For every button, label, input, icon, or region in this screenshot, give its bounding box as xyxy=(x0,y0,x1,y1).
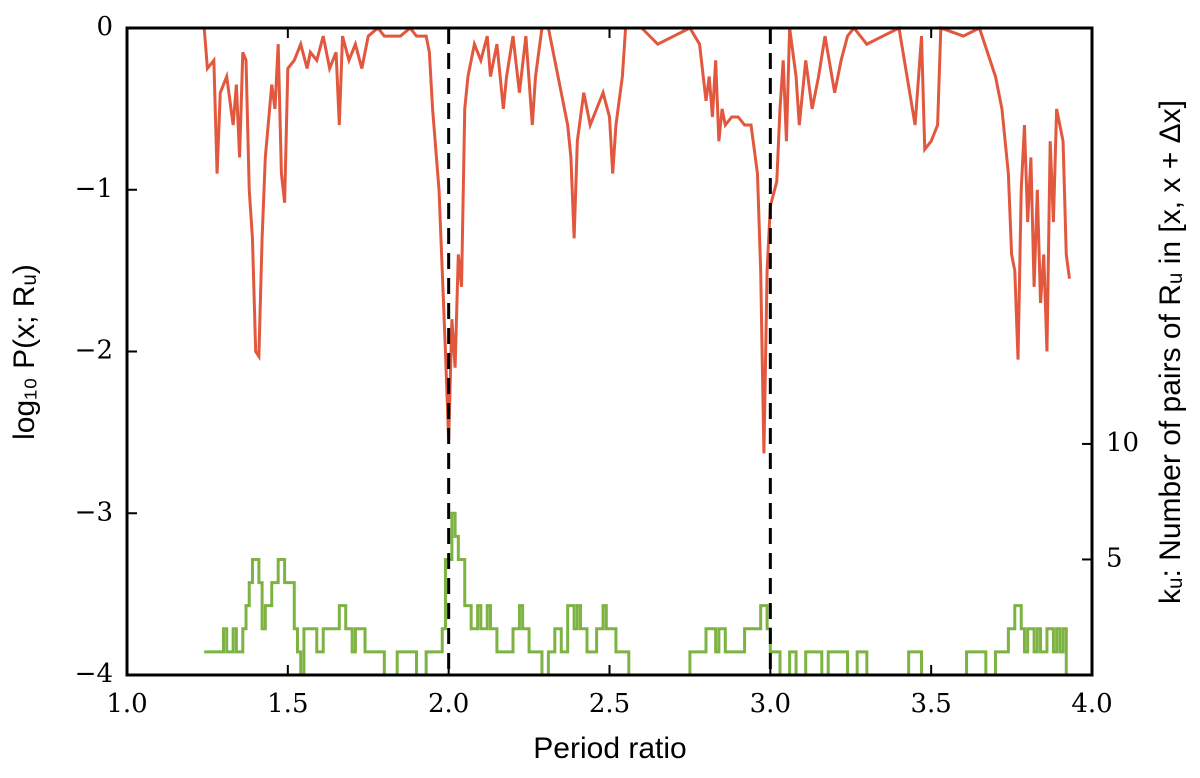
plot-frame xyxy=(125,26,1094,677)
x-tick-label: 2.0 xyxy=(428,689,469,719)
y-tick-label: −2 xyxy=(75,336,113,366)
x-tick-label: 4.0 xyxy=(1071,689,1112,719)
y-tick-label: −3 xyxy=(75,497,113,527)
y-tick-label: 0 xyxy=(96,12,113,42)
x-tick-label: 3.0 xyxy=(750,689,791,719)
data-line xyxy=(204,511,1068,675)
x-tick-label: 3.5 xyxy=(910,689,951,719)
y-tick-label: −1 xyxy=(75,174,113,204)
x-axis-label: Period ratio xyxy=(533,732,686,765)
x-tick-label: 1.0 xyxy=(106,689,147,719)
x-tick-label: 2.5 xyxy=(589,689,630,719)
y2-tick-label: 10 xyxy=(1106,428,1139,458)
y-tick-label: −4 xyxy=(75,659,113,689)
data-line xyxy=(202,26,1071,454)
y2-axis-label: kᵤ: Number of pairs of Rᵤ in [x, x + Δx] xyxy=(1154,100,1187,604)
y2-tick-label: 5 xyxy=(1106,543,1123,573)
y-axis-label: log₁₀ P(x; Rᵤ) xyxy=(8,264,41,440)
x-tick-label: 1.5 xyxy=(267,689,308,719)
